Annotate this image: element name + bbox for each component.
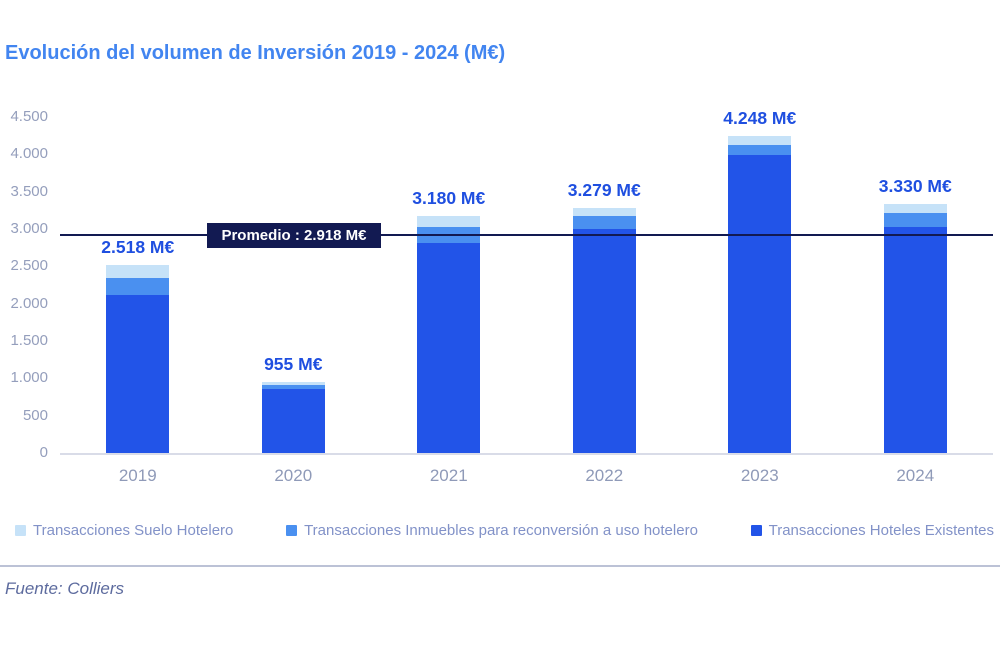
bar-segment xyxy=(728,135,792,145)
bar-total-label: 955 M€ xyxy=(264,353,323,374)
y-axis-tick-label: 0 xyxy=(39,444,48,461)
bar-segment xyxy=(883,227,947,453)
bar-segment xyxy=(106,278,170,296)
legend-label: Transacciones Inmuebles para reconversió… xyxy=(304,521,698,539)
bar-total-label: 3.279 M€ xyxy=(567,180,641,201)
bar-2021 xyxy=(417,215,481,453)
y-axis-tick-label: 3.000 xyxy=(10,220,48,237)
x-axis-label: 2023 xyxy=(740,466,779,485)
bar-total-label: 4.248 M€ xyxy=(723,107,797,128)
bar-segment xyxy=(728,154,792,453)
legend-swatch-icon xyxy=(286,524,298,536)
x-axis-label: 2019 xyxy=(118,466,157,485)
bar-segment xyxy=(261,388,325,453)
y-axis-tick-label: 4.000 xyxy=(10,145,48,163)
bar-segment xyxy=(106,264,170,279)
y-axis-tick-label: 1.500 xyxy=(10,332,48,349)
bar-segment xyxy=(572,229,636,453)
average-label-box: Promedio : 2.918 M€ xyxy=(207,222,381,248)
bar-segment xyxy=(417,242,481,453)
y-axis-tick-label: 4.500 xyxy=(10,108,48,125)
legend-swatch-icon xyxy=(15,524,26,536)
bar-2020 xyxy=(261,381,325,453)
bar-segment xyxy=(883,213,947,228)
legend-item: Transacciones Hoteles Existentes xyxy=(750,521,994,539)
bar-segment xyxy=(728,144,792,155)
source-note: Fuente: Colliers xyxy=(5,579,125,598)
legend-label: Transacciones Suelo Hotelero xyxy=(33,521,234,539)
y-axis-tick-label: 500 xyxy=(22,406,48,424)
bar-segment xyxy=(261,381,325,386)
chart-title: Evolución del volumen de Inversión 2019 … xyxy=(5,42,506,64)
average-line xyxy=(60,234,993,237)
bar-segment xyxy=(106,295,170,453)
x-axis-label: 2021 xyxy=(429,466,468,485)
y-axis-tick-label: 2.500 xyxy=(10,257,48,275)
legend-swatch-icon xyxy=(750,524,762,536)
x-axis-label: 2024 xyxy=(896,466,935,485)
x-axis-label: 2022 xyxy=(585,466,624,485)
bar-2023 xyxy=(728,135,792,453)
x-axis-label: 2020 xyxy=(274,466,313,485)
bar-segment xyxy=(572,216,636,230)
bar-2024 xyxy=(883,204,947,453)
y-axis-tick-label: 3.500 xyxy=(10,182,48,200)
bar-segment xyxy=(572,208,636,217)
legend-item: Transacciones Suelo Hotelero xyxy=(15,522,233,539)
y-axis-tick-label: 1.000 xyxy=(10,369,48,387)
legend: Transacciones Suelo Hotelero Transaccione… xyxy=(15,521,994,539)
footer-divider xyxy=(0,565,1000,567)
bar-segment xyxy=(883,204,947,214)
bar-total-label: 2.518 M€ xyxy=(101,236,175,257)
y-axis-tick-label: 2.000 xyxy=(10,294,48,312)
bar-2019 xyxy=(106,264,170,453)
legend-item: Transacciones Inmuebles para reconversió… xyxy=(286,522,698,539)
bar-segment xyxy=(417,215,481,228)
x-axis-line xyxy=(60,453,993,455)
bar-total-label: 3.180 M€ xyxy=(412,187,486,208)
bar-segment xyxy=(261,385,325,389)
bar-total-label: 3.330 M€ xyxy=(878,176,952,197)
bar-2022 xyxy=(572,208,636,453)
legend-label: Transacciones Hoteles Existentes xyxy=(768,521,994,539)
